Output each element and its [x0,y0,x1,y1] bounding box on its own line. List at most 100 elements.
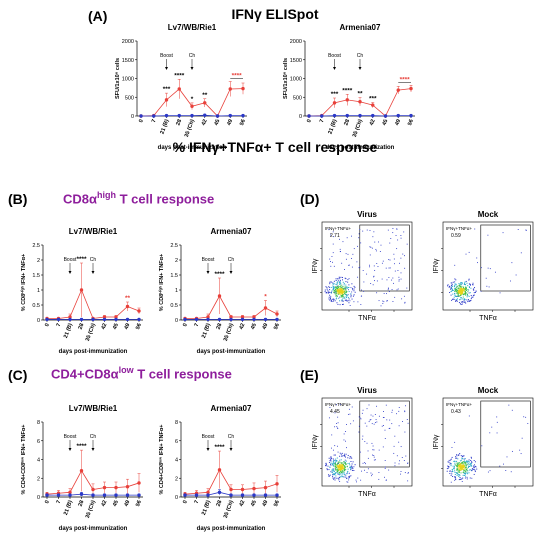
event-dot [460,301,462,303]
event-dot [461,457,463,459]
event-dot [473,473,475,475]
event-dot [470,299,472,301]
event-dot [459,469,461,471]
event-dot [343,294,345,296]
event-dot [326,287,328,289]
event-dot [363,281,365,283]
event-dot [383,425,384,426]
event-dot [467,467,469,469]
event-dot [384,429,386,431]
event-dot [465,471,467,473]
event-dot [342,289,344,291]
event-dot [328,475,330,477]
event-dot [361,295,363,297]
y-tick-label: 0 [131,114,134,120]
event-dot [332,458,334,460]
y-tick-label: 2 [175,258,178,264]
event-dot [388,291,390,293]
event-dot [335,465,337,467]
event-dot [458,470,460,472]
event-dot [344,455,346,457]
event-dot [458,463,460,465]
event-dot [466,467,468,469]
event-dot [463,293,465,295]
event-dot [334,454,336,456]
subtitle-c-rest: T cell response [133,366,232,382]
event-dot [455,289,457,291]
event-dot [335,295,337,297]
event-dot [469,292,471,294]
subtitle-b-main: CD8α [63,191,97,207]
event-dot [334,290,336,292]
data-point [194,493,199,497]
x-tick-label: 35 (Ch) [184,118,196,138]
event-dot [456,473,458,475]
event-dot [448,466,450,468]
event-dot [457,463,459,465]
event-dot [467,299,469,301]
event-dot [464,467,466,469]
data-point [263,493,268,497]
event-dot [366,408,368,410]
event-dot [477,262,478,264]
event-dot [455,283,457,285]
event-dot [398,280,400,282]
event-dot [406,243,408,245]
event-dot [374,459,376,461]
event-dot [462,294,464,296]
event-dot [340,291,342,293]
data-point [125,317,130,322]
event-dot [462,455,464,457]
event-dot [382,417,384,418]
event-dot [467,473,469,475]
event-dot [472,282,474,284]
x-tick-label: 56 [135,323,143,331]
event-dot [457,294,459,296]
event-dot [466,461,468,463]
event-dot [348,298,350,300]
event-dot [378,478,380,480]
event-dot [475,290,477,292]
event-dot [333,470,335,472]
event-dot [374,241,376,243]
data-point [125,304,130,309]
event-dot [453,467,455,469]
y-tick-label: 1000 [122,77,134,83]
event-dot [466,293,468,295]
event-dot [332,252,334,254]
event-dot [463,471,465,473]
x-tick-label: 42 [101,323,109,331]
event-dot [324,291,326,293]
event-dot [464,283,466,285]
event-dot [471,463,473,465]
event-dot [465,288,467,290]
event-dot [326,292,328,294]
event-dot [470,457,472,459]
x-tick-label: 21 (B) [63,499,74,516]
event-dot [331,434,333,436]
event-dot [341,462,343,464]
data-point [229,315,233,319]
event-dot [376,405,378,407]
event-dot [369,229,371,231]
event-dot [325,464,327,466]
y-axis-label: % CD4+CD8ˡᵒʷ IFN+ TNFα+ [20,425,27,495]
event-dot [386,293,387,295]
event-dot [331,470,333,472]
event-dot [471,296,473,298]
x-axis-label: TNFα [479,491,497,498]
event-dot [339,290,341,292]
event-dot [499,292,501,294]
event-dot [348,278,350,280]
data-point [217,317,222,322]
data-point [56,317,61,322]
event-dot [340,286,342,288]
event-dot [367,468,369,470]
gate-label: IFNγ+TNFα+ [325,226,351,231]
event-dot [463,283,465,285]
event-dot [457,463,459,465]
event-dot [393,258,395,260]
event-dot [465,461,467,463]
event-dot [393,263,395,265]
